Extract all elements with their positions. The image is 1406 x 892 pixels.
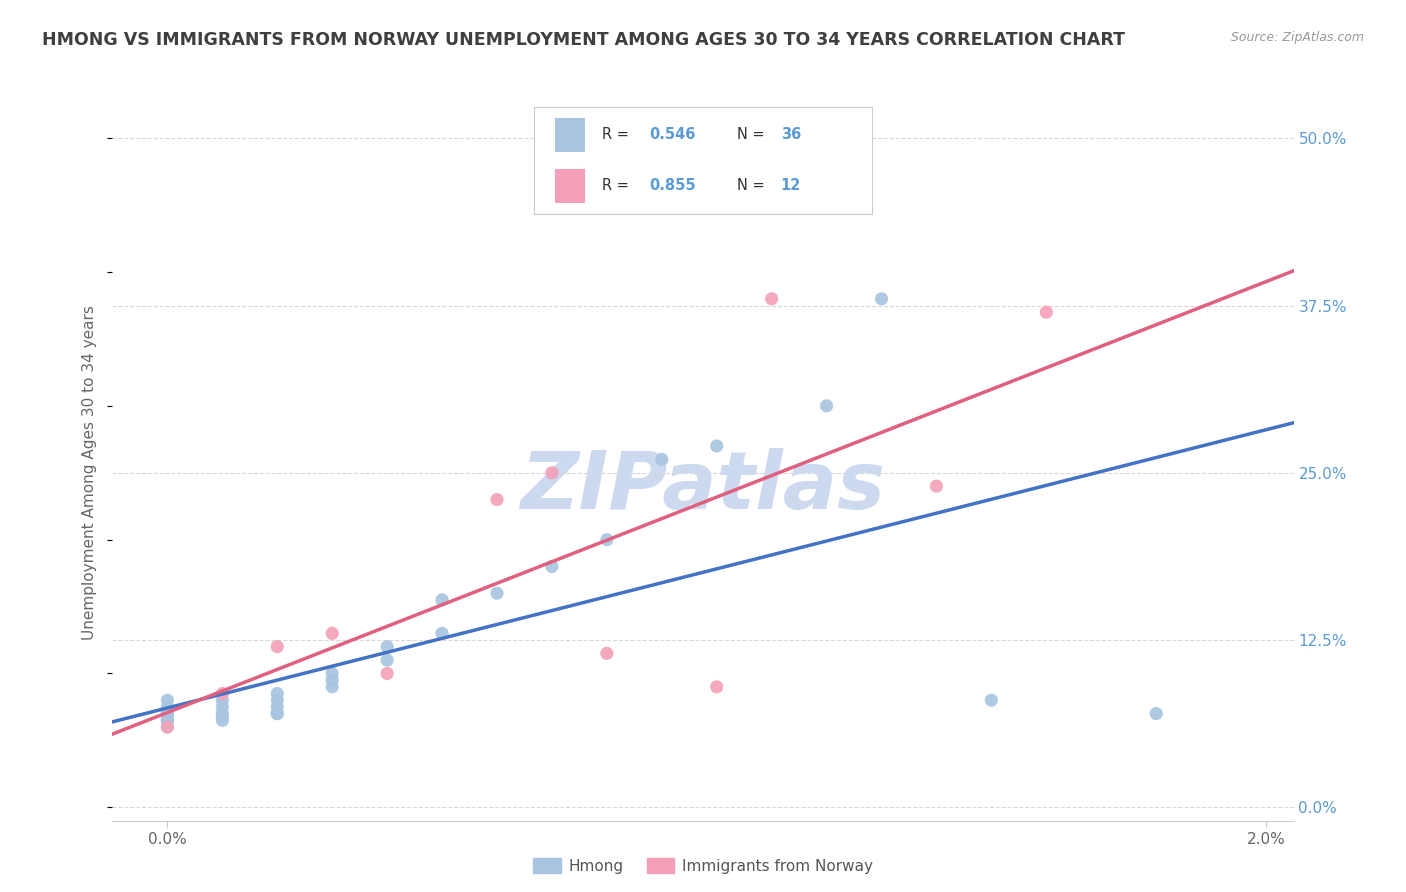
Point bbox=[156, 714, 179, 728]
Legend: Hmong, Immigrants from Norway: Hmong, Immigrants from Norway bbox=[527, 852, 879, 880]
Point bbox=[430, 626, 453, 640]
Point bbox=[211, 706, 233, 721]
Point bbox=[266, 706, 288, 721]
Point bbox=[321, 680, 343, 694]
Point bbox=[485, 586, 508, 600]
Point bbox=[321, 673, 343, 688]
Point bbox=[321, 626, 343, 640]
Point bbox=[211, 693, 233, 707]
Point bbox=[211, 714, 233, 728]
Text: 0.546: 0.546 bbox=[650, 127, 696, 142]
Point bbox=[321, 666, 343, 681]
Point bbox=[430, 593, 453, 607]
FancyBboxPatch shape bbox=[554, 169, 585, 203]
Point bbox=[596, 646, 619, 660]
Point bbox=[375, 640, 398, 654]
Text: 36: 36 bbox=[780, 127, 801, 142]
Text: Source: ZipAtlas.com: Source: ZipAtlas.com bbox=[1230, 31, 1364, 45]
Point bbox=[1035, 305, 1057, 319]
Point bbox=[156, 699, 179, 714]
Point bbox=[211, 687, 233, 701]
Point bbox=[266, 640, 288, 654]
Text: 0.855: 0.855 bbox=[650, 178, 696, 194]
Point bbox=[375, 653, 398, 667]
Point bbox=[266, 687, 288, 701]
Y-axis label: Unemployment Among Ages 30 to 34 years: Unemployment Among Ages 30 to 34 years bbox=[82, 305, 97, 640]
Point bbox=[870, 292, 893, 306]
Point bbox=[156, 706, 179, 721]
Point bbox=[156, 706, 179, 721]
Point bbox=[156, 720, 179, 734]
Text: N =: N = bbox=[737, 178, 769, 194]
Point bbox=[485, 492, 508, 507]
Point bbox=[761, 292, 783, 306]
Text: HMONG VS IMMIGRANTS FROM NORWAY UNEMPLOYMENT AMONG AGES 30 TO 34 YEARS CORRELATI: HMONG VS IMMIGRANTS FROM NORWAY UNEMPLOY… bbox=[42, 31, 1125, 49]
Point bbox=[156, 693, 179, 707]
Point bbox=[156, 706, 179, 721]
Point bbox=[706, 439, 728, 453]
Point bbox=[211, 709, 233, 723]
Point bbox=[266, 699, 288, 714]
Text: N =: N = bbox=[737, 127, 769, 142]
Point bbox=[156, 714, 179, 728]
Point bbox=[651, 452, 673, 467]
Text: ZIPatlas: ZIPatlas bbox=[520, 448, 886, 525]
Point bbox=[925, 479, 948, 493]
Point bbox=[706, 680, 728, 694]
Point bbox=[266, 693, 288, 707]
Point bbox=[211, 699, 233, 714]
Point bbox=[596, 533, 619, 547]
Text: R =: R = bbox=[602, 178, 633, 194]
Point bbox=[156, 706, 179, 721]
Point bbox=[541, 466, 564, 480]
Point bbox=[980, 693, 1002, 707]
Text: R =: R = bbox=[602, 127, 633, 142]
FancyBboxPatch shape bbox=[554, 118, 585, 152]
Point bbox=[541, 559, 564, 574]
Point bbox=[156, 714, 179, 728]
Point bbox=[266, 706, 288, 721]
Text: 12: 12 bbox=[780, 178, 801, 194]
Point bbox=[156, 720, 179, 734]
Point bbox=[375, 666, 398, 681]
Point bbox=[1144, 706, 1167, 721]
Point bbox=[815, 399, 838, 413]
